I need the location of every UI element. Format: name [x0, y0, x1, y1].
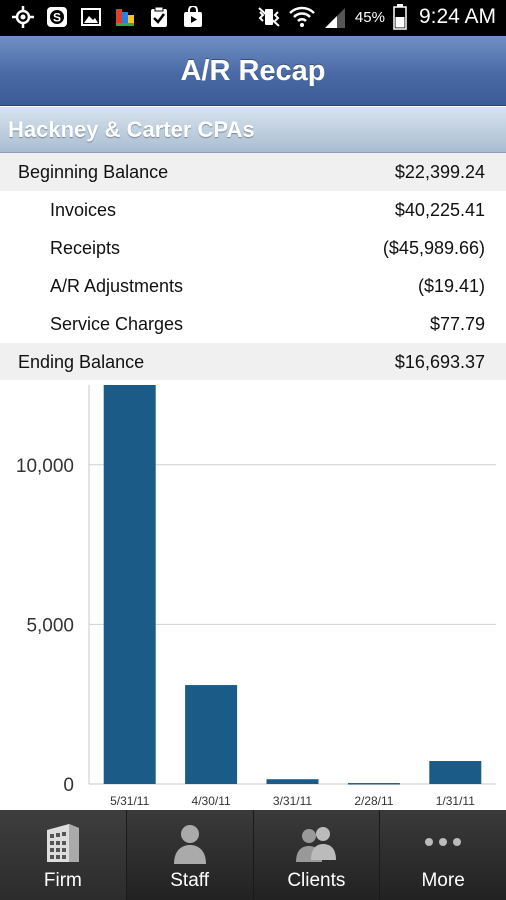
ar-adjustments-label: A/R Adjustments [50, 275, 184, 296]
bar [103, 385, 156, 784]
x-tick-label: 4/30/11 [192, 794, 231, 808]
svg-text:S: S [53, 11, 61, 25]
tab-more-label: More [421, 870, 465, 891]
firm-name: Hackney & Carter CPAs [8, 117, 255, 142]
paint-icon [116, 9, 134, 26]
more-dots-icon [425, 838, 462, 846]
tab-clients[interactable]: Clients [253, 810, 381, 900]
y-tick-label: 5,000 [26, 615, 74, 636]
bar [429, 761, 482, 784]
clipboard-check-icon [151, 6, 167, 27]
ar-bar-chart: 0 5,000 10,000 5/31/11 4/30/11 3/31/11 2/28/11… [0, 380, 506, 810]
ar-adjustments-value: ($19.41) [417, 275, 485, 296]
people-icon [296, 827, 337, 862]
ending-balance-label: Ending Balance [18, 351, 145, 372]
bar [266, 779, 319, 784]
bottom-nav: Firm Staff Clients More [0, 810, 506, 900]
signal-icon [324, 8, 345, 28]
service-charges-value: $77.79 [429, 313, 485, 334]
bar [347, 783, 400, 785]
y-tick-label: 10,000 [16, 456, 74, 477]
wifi-icon [289, 6, 315, 27]
tab-staff-label: Staff [170, 870, 209, 891]
invoices-label: Invoices [50, 199, 117, 220]
y-tick-label: 0 [63, 775, 74, 796]
recap-table: Beginning Balance $22,399.24 Invoices $4… [0, 153, 506, 381]
chart-canvas: 0 5,000 10,000 5/31/11 4/30/11 3/31/11 2/28/11… [16, 385, 496, 808]
battery-icon [393, 4, 407, 30]
receipts-value: ($45,989.66) [382, 237, 485, 258]
ar-adjustments-row: A/R Adjustments ($19.41) [0, 267, 506, 305]
x-tick-label: 3/31/11 [273, 794, 312, 808]
building-icon [46, 824, 79, 862]
tab-firm[interactable]: Firm [0, 810, 127, 900]
service-charges-label: Service Charges [50, 313, 184, 334]
x-tick-label: 1/31/11 [436, 794, 475, 808]
x-tick-label: 5/31/11 [110, 794, 149, 808]
bar [185, 685, 238, 784]
battery-percent: 45% [354, 8, 385, 26]
invoices-value: $40,225.41 [394, 199, 485, 220]
page-title: A/R Recap [180, 55, 326, 87]
shopping-bag-icon [184, 6, 202, 27]
receipts-row: Receipts ($45,989.66) [0, 229, 506, 267]
app-s-icon: S [47, 7, 67, 27]
clock: 9:24 AM [418, 5, 496, 28]
tab-more[interactable]: More [380, 810, 506, 900]
tab-clients-label: Clients [287, 870, 346, 891]
status-bar: S [0, 0, 506, 36]
gps-icon [12, 6, 34, 28]
firm-header: Hackney & Carter CPAs [0, 107, 506, 153]
x-tick-label: 2/28/11 [354, 794, 393, 808]
receipts-label: Receipts [50, 237, 121, 258]
mute-vibrate-icon [258, 7, 280, 27]
service-charges-row: Service Charges $77.79 [0, 305, 506, 343]
person-icon [173, 825, 206, 864]
beginning-balance-row: Beginning Balance $22,399.24 [0, 153, 506, 191]
ending-balance-row: Ending Balance $16,693.37 [0, 343, 506, 381]
title-bar: A/R Recap [0, 36, 506, 106]
image-icon [81, 8, 101, 26]
beginning-balance-value: $22,399.24 [394, 161, 485, 182]
ending-balance-value: $16,693.37 [394, 351, 485, 372]
tab-staff[interactable]: Staff [126, 810, 254, 900]
beginning-balance-label: Beginning Balance [18, 161, 169, 182]
invoices-row: Invoices $40,225.41 [0, 191, 506, 229]
tab-firm-label: Firm [43, 870, 82, 891]
